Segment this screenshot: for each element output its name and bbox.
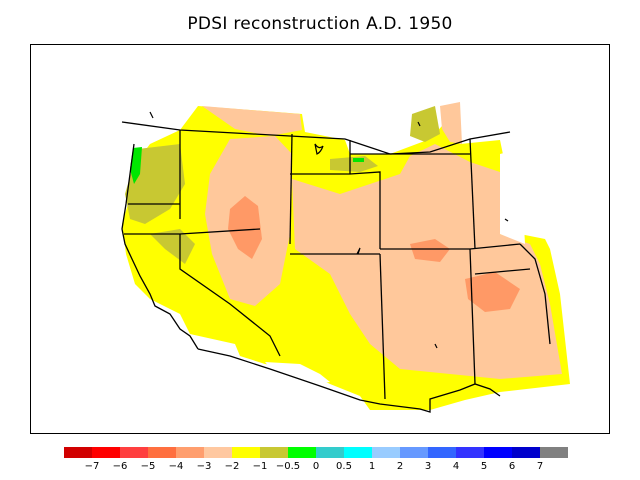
legend-swatch [120,447,148,458]
legend-label: 4 [453,461,459,472]
map-frame [30,44,610,434]
legend-label: −2 [225,461,240,472]
region-white-sw [265,362,330,384]
legend-label: −3 [197,461,212,472]
legend-swatch [372,447,400,458]
legend-swatch [92,447,120,458]
region-olive-wy [330,156,378,172]
legend-label: 0 [313,461,319,472]
legend-label: 5 [481,461,487,472]
legend-swatch [400,447,428,458]
legend-swatch [316,447,344,458]
legend-label: −4 [169,461,184,472]
legend-label: 0.5 [336,461,352,472]
region-orange-nevada [228,196,262,259]
region-peach-ut-co [292,144,562,379]
legend-label: 2 [397,461,403,472]
legend-swatch [456,447,484,458]
legend-swatch [512,447,540,458]
legend-swatch [484,447,512,458]
legend-swatch [344,447,372,458]
region-peach-north [202,106,302,136]
region-peach-north-east [440,102,462,144]
legend-label: 1 [369,461,375,472]
legend-label: −1 [253,461,268,472]
lakes [149,111,509,349]
legend-label: −6 [113,461,128,472]
region-orange-co [410,239,450,262]
legend-label: 6 [509,461,515,472]
legend-label: −0.5 [276,461,300,472]
legend-label: 3 [425,461,431,472]
region-olive-nd [410,106,440,142]
map-title: PDSI reconstruction A.D. 1950 [187,14,453,34]
legend-label: −7 [85,461,100,472]
legend-swatch [204,447,232,458]
legend-label: 7 [537,461,543,472]
legend-swatch [540,447,568,458]
legend-label: −5 [141,461,156,472]
legend-swatch [288,447,316,458]
legend-swatch [64,447,92,458]
legend-swatch [176,447,204,458]
legend-swatch [428,447,456,458]
region-olive-ca [150,229,195,264]
state-boundaries [121,121,551,413]
legend: −7 −6 −5 −4 −3 −2 −1 −0.5 0 0.5 1 2 3 4 5 6 7 [64,447,568,472]
region-orange-nm [465,272,520,312]
legend-swatch [260,447,288,458]
region-green-wy [353,158,364,162]
legend-swatch [148,447,176,458]
legend-swatch [232,447,260,458]
